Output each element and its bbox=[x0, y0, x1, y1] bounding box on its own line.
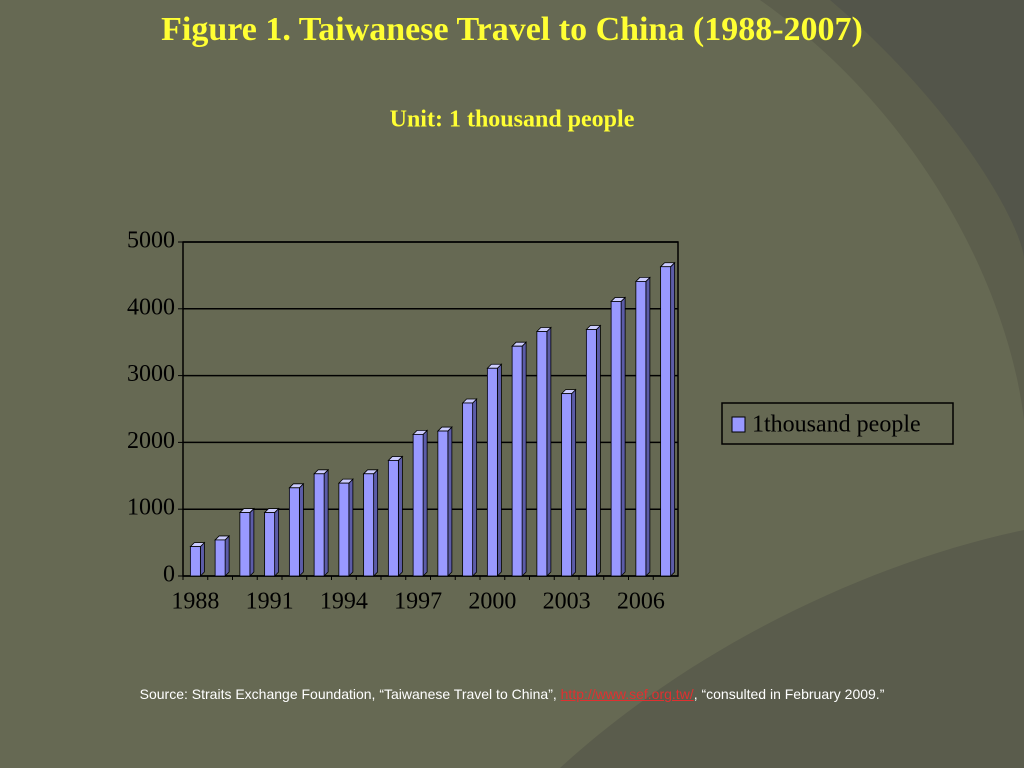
bar-side bbox=[323, 468, 329, 577]
background-swoosh bbox=[830, 0, 1024, 260]
bar bbox=[635, 281, 647, 577]
bar bbox=[610, 301, 622, 577]
bar-side bbox=[274, 507, 280, 577]
bar-side bbox=[521, 341, 527, 577]
bar bbox=[338, 482, 350, 577]
bar bbox=[437, 430, 449, 577]
background-swoosh bbox=[560, 530, 1024, 768]
bar bbox=[214, 539, 226, 577]
x-tick-label: 1988 bbox=[171, 589, 219, 615]
x-tick-label: 1997 bbox=[394, 589, 442, 615]
bar bbox=[387, 460, 399, 577]
bar bbox=[264, 512, 276, 577]
bar-side bbox=[249, 507, 255, 577]
source-note: Source: Straits Exchange Foundation, “Ta… bbox=[0, 686, 1024, 702]
bar bbox=[511, 345, 523, 577]
bar-side bbox=[645, 276, 651, 577]
bar-side bbox=[199, 541, 205, 577]
bar-side bbox=[472, 398, 478, 577]
bar-side bbox=[348, 478, 354, 577]
y-tick-label: 4000 bbox=[127, 294, 175, 320]
bar-side bbox=[620, 296, 626, 577]
bar bbox=[660, 266, 672, 577]
y-tick-label: 5000 bbox=[127, 228, 175, 254]
x-tick-label: 1994 bbox=[320, 589, 368, 615]
bar bbox=[462, 402, 474, 577]
x-tick-label: 2000 bbox=[468, 589, 516, 615]
bar-side bbox=[447, 426, 453, 577]
x-tick-label: 2006 bbox=[617, 589, 665, 615]
bar-side bbox=[298, 482, 304, 577]
bar bbox=[486, 367, 498, 577]
bar bbox=[412, 433, 424, 577]
bar bbox=[363, 473, 375, 577]
y-tick-label: 3000 bbox=[127, 361, 175, 387]
legend-label: 1thousand people bbox=[752, 412, 921, 438]
bar bbox=[239, 512, 251, 577]
bar-side bbox=[571, 388, 577, 577]
bar-side bbox=[397, 455, 403, 577]
x-tick-label: 1991 bbox=[246, 589, 294, 615]
y-tick-label: 0 bbox=[163, 562, 175, 588]
bar bbox=[313, 473, 325, 577]
bar-side bbox=[496, 363, 502, 577]
x-tick-label: 2003 bbox=[543, 589, 591, 615]
source-text: , “consulted in February 2009.” bbox=[693, 686, 885, 702]
bar bbox=[536, 331, 548, 577]
bar-side bbox=[595, 324, 601, 577]
bar-side bbox=[224, 534, 230, 577]
bar bbox=[585, 329, 597, 577]
source-link[interactable]: http://www.sef.org.tw/ bbox=[560, 686, 694, 702]
legend: 1thousand people bbox=[721, 402, 954, 445]
bar bbox=[288, 487, 300, 577]
bar bbox=[561, 393, 573, 577]
chart-title: Figure 1. Taiwanese Travel to China (198… bbox=[161, 11, 863, 48]
legend-box bbox=[721, 402, 954, 445]
bar-side bbox=[373, 468, 379, 577]
source-text: Source: Straits Exchange Foundation, “Ta… bbox=[139, 686, 561, 702]
legend-swatch bbox=[731, 416, 746, 433]
bar-side bbox=[546, 326, 552, 577]
bar-side bbox=[670, 261, 676, 577]
y-tick-label: 2000 bbox=[127, 428, 175, 454]
y-tick-label: 1000 bbox=[127, 495, 175, 521]
chart-subtitle: Unit: 1 thousand people bbox=[390, 107, 635, 133]
bar bbox=[189, 546, 201, 577]
bar-side bbox=[422, 429, 428, 577]
plot-area bbox=[182, 241, 679, 577]
